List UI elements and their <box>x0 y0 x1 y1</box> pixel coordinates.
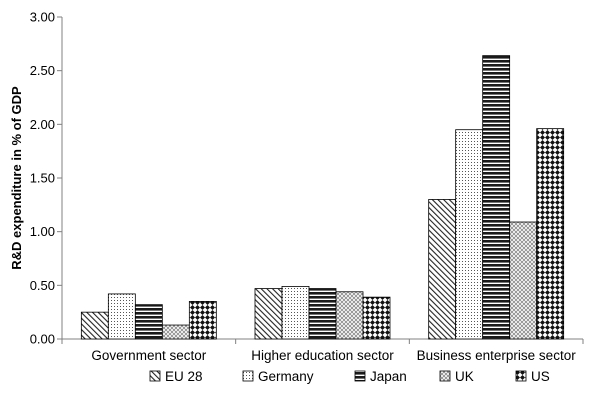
bar-eu-28-0 <box>80 311 109 340</box>
legend-swatch <box>242 370 254 382</box>
legend-swatch <box>515 370 527 382</box>
bar-us-0 <box>188 301 217 340</box>
bar-eu-28-1 <box>254 288 283 340</box>
legend-label: US <box>531 369 550 384</box>
bar-uk-1 <box>335 291 364 340</box>
legend-swatch <box>149 370 161 382</box>
y-tick-label: 0.00 <box>30 332 55 347</box>
legend-swatch <box>354 370 366 382</box>
legend-label: Germany <box>258 369 314 384</box>
legend-swatch <box>439 370 451 382</box>
y-tick-label: 3.00 <box>30 10 55 25</box>
bar-us-2 <box>536 128 565 340</box>
bar-japan-1 <box>308 288 337 340</box>
legend-label: Japan <box>370 369 407 384</box>
bar-germany-1 <box>281 286 310 340</box>
bar-uk-0 <box>161 324 190 340</box>
y-tick-label: 1.00 <box>30 224 55 239</box>
bar-germany-0 <box>107 293 136 340</box>
bar-germany-2 <box>455 129 484 340</box>
legend-label: EU 28 <box>165 369 203 384</box>
y-tick-label: 0.50 <box>30 278 55 293</box>
y-tick-label: 1.50 <box>30 171 55 186</box>
bar-us-1 <box>362 296 391 340</box>
bar-japan-2 <box>482 55 511 340</box>
y-tick-label: 2.00 <box>30 117 55 132</box>
bar-eu-28-2 <box>428 199 457 340</box>
bar-uk-2 <box>509 221 538 340</box>
x-category-label: Government sector <box>91 348 206 363</box>
y-tick-label: 2.50 <box>30 63 55 78</box>
bar-japan-0 <box>134 304 163 340</box>
x-category-label: Business enterprise sector <box>417 348 577 363</box>
legend-label: UK <box>455 369 474 384</box>
x-category-label: Higher education sector <box>251 348 394 363</box>
y-axis-label: R&D expenditure in % of GDP <box>9 86 24 270</box>
